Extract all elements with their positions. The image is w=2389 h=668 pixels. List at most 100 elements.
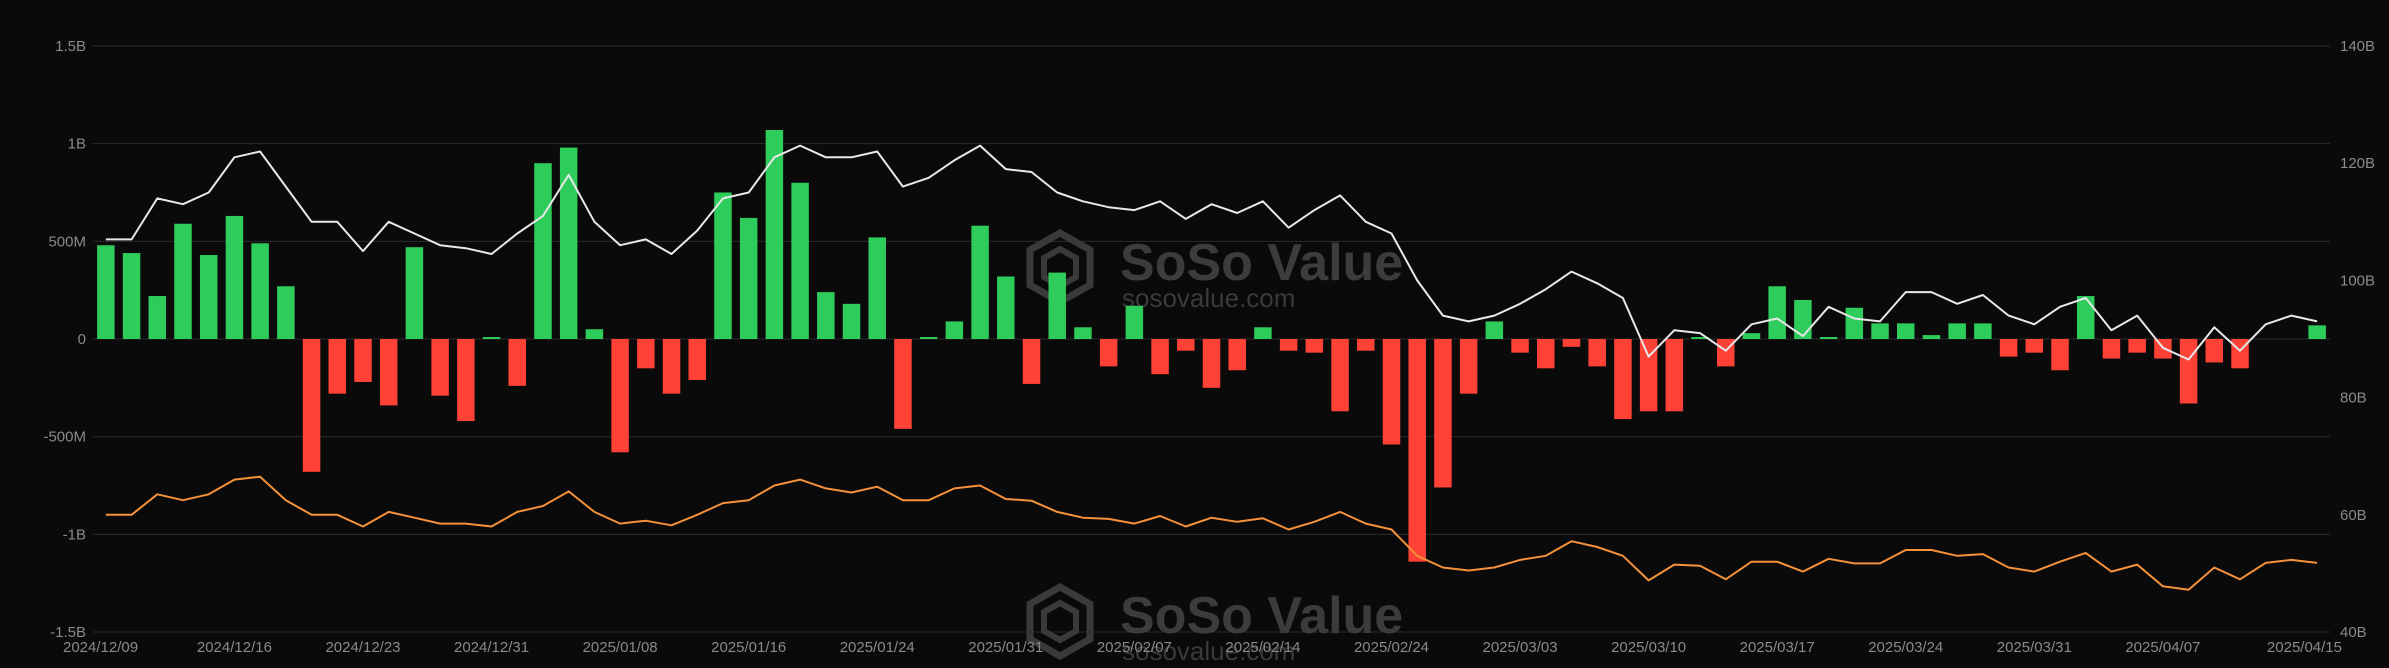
x-tick-label: 2024/12/23 <box>325 639 400 656</box>
inflow-bar <box>1768 286 1786 339</box>
x-tick-label: 2025/02/14 <box>1225 639 1300 656</box>
outflow-bar <box>2051 339 2069 371</box>
outflow-bar <box>2025 339 2044 353</box>
inflow-bar <box>2308 325 2326 339</box>
outflow-bar <box>1562 339 1581 347</box>
y-left-tick-label: -1B <box>63 526 86 543</box>
outflow-bar <box>1999 339 2018 357</box>
outflow-bar <box>457 339 475 422</box>
inflow-bar <box>1845 307 1864 339</box>
inflow-bar <box>251 243 269 339</box>
inflow-bar <box>277 286 295 339</box>
series-lines <box>105 144 2318 591</box>
inflow-bar <box>739 217 758 339</box>
inflow-bar <box>765 129 784 339</box>
outflow-bar <box>1434 339 1452 488</box>
outflow-bar <box>1279 339 1298 351</box>
y-right-tick-label: 80B <box>2340 390 2367 407</box>
inflow-bar <box>1974 323 1992 339</box>
x-tick-label: 2024/12/16 <box>197 639 272 656</box>
outflow-bar <box>431 339 449 396</box>
inflow-bar <box>945 321 964 339</box>
x-tick-label: 2025/03/03 <box>1483 639 1558 656</box>
inflow-bar <box>1742 333 1761 339</box>
outflow-bar <box>1614 339 1632 420</box>
x-tick-label: 2025/02/24 <box>1354 639 1429 656</box>
x-tick-label: 2025/03/17 <box>1740 639 1815 656</box>
outflow-bar <box>1537 339 1555 369</box>
inflow-bar <box>585 329 604 339</box>
x-tick-label: 2025/01/31 <box>968 639 1043 656</box>
outflow-bar <box>1305 339 1324 353</box>
inflow-bar <box>2076 296 2095 339</box>
y-right-tick-label: 60B <box>2340 507 2367 524</box>
outflow-bar <box>2102 339 2121 359</box>
outflow-bar <box>1459 339 1478 394</box>
inflow-bar <box>559 147 578 339</box>
outflow-bar <box>894 339 912 429</box>
outflow-bar <box>2205 339 2224 363</box>
outflow-bar <box>1357 339 1375 351</box>
outflow-bar <box>508 339 527 386</box>
outflow-bar <box>328 339 347 394</box>
outflow-bar <box>1202 339 1221 388</box>
inflow-bar <box>997 276 1015 339</box>
outflow-bar <box>1639 339 1658 412</box>
watermark-name: SoSo Value <box>1120 234 1403 292</box>
inflow-bar <box>791 182 809 339</box>
outflow-bar <box>1177 339 1195 351</box>
inflow-bar <box>199 255 218 339</box>
y-left-tick-label: 0 <box>78 331 86 348</box>
watermark-url: sosovalue.com <box>1122 636 1295 666</box>
total-net-assets-line <box>105 144 2318 361</box>
x-tick-label: 2025/01/08 <box>583 639 658 656</box>
watermark-url: sosovalue.com <box>1122 283 1295 313</box>
x-tick-label: 2025/04/15 <box>2267 639 2342 656</box>
watermark-name: SoSo Value <box>1120 587 1403 645</box>
inflow-bar <box>148 296 167 339</box>
x-tick-label: 2024/12/09 <box>63 639 138 656</box>
inflow-bar <box>174 223 192 339</box>
outflow-bar <box>1022 339 1041 384</box>
outflow-bar <box>1511 339 1529 353</box>
outflow-bar <box>1588 339 1606 367</box>
outflow-bar <box>2128 339 2146 353</box>
inflow-bar <box>1691 337 1709 339</box>
watermark: SoSo Value sosovalue.com SoSo Value soso… <box>1026 228 1403 666</box>
x-tick-label: 2025/01/24 <box>840 639 915 656</box>
outflow-bar <box>1151 339 1169 375</box>
outflow-bar <box>662 339 681 394</box>
x-tick-label: 2024/12/31 <box>454 639 529 656</box>
inflow-bar <box>1794 299 1812 339</box>
x-tick-label: 2025/02/07 <box>1097 639 1172 656</box>
inflow-bar <box>1254 327 1272 339</box>
outflow-bar <box>379 339 398 406</box>
inflow-bar <box>1819 337 1838 339</box>
inflow-bar <box>225 215 244 339</box>
inflow-bar <box>1922 335 1941 339</box>
x-axis-ticks: 2024/12/09 2024/12/16 2024/12/23 2024/12/31… <box>63 639 2342 656</box>
y-left-tick-label: 500M <box>48 233 86 250</box>
inflow-bar <box>817 292 835 339</box>
outflow-bar <box>1382 339 1401 445</box>
y-left-tick-label: 1.5B <box>55 38 86 55</box>
outflow-bar <box>1228 339 1246 371</box>
outflow-bar <box>302 339 321 472</box>
y-left-tick-label: 1B <box>68 136 86 153</box>
inflow-bar <box>1485 321 1504 339</box>
inflow-bar <box>1125 305 1144 339</box>
outflow-bar <box>1408 339 1426 562</box>
inflow-bar <box>1048 272 1066 339</box>
inflow-bar <box>1896 323 1915 339</box>
x-tick-label: 2025/04/07 <box>2125 639 2200 656</box>
inflow-bar <box>534 163 552 339</box>
y-right-tick-label: 40B <box>2340 624 2367 641</box>
flow-bars <box>97 129 2326 562</box>
x-tick-label: 2025/01/16 <box>711 639 786 656</box>
outflow-bar <box>2179 339 2198 404</box>
inflow-bar <box>1074 327 1092 339</box>
inflow-bar <box>919 337 938 339</box>
outflow-bar <box>611 339 629 453</box>
price-line <box>105 475 2318 591</box>
